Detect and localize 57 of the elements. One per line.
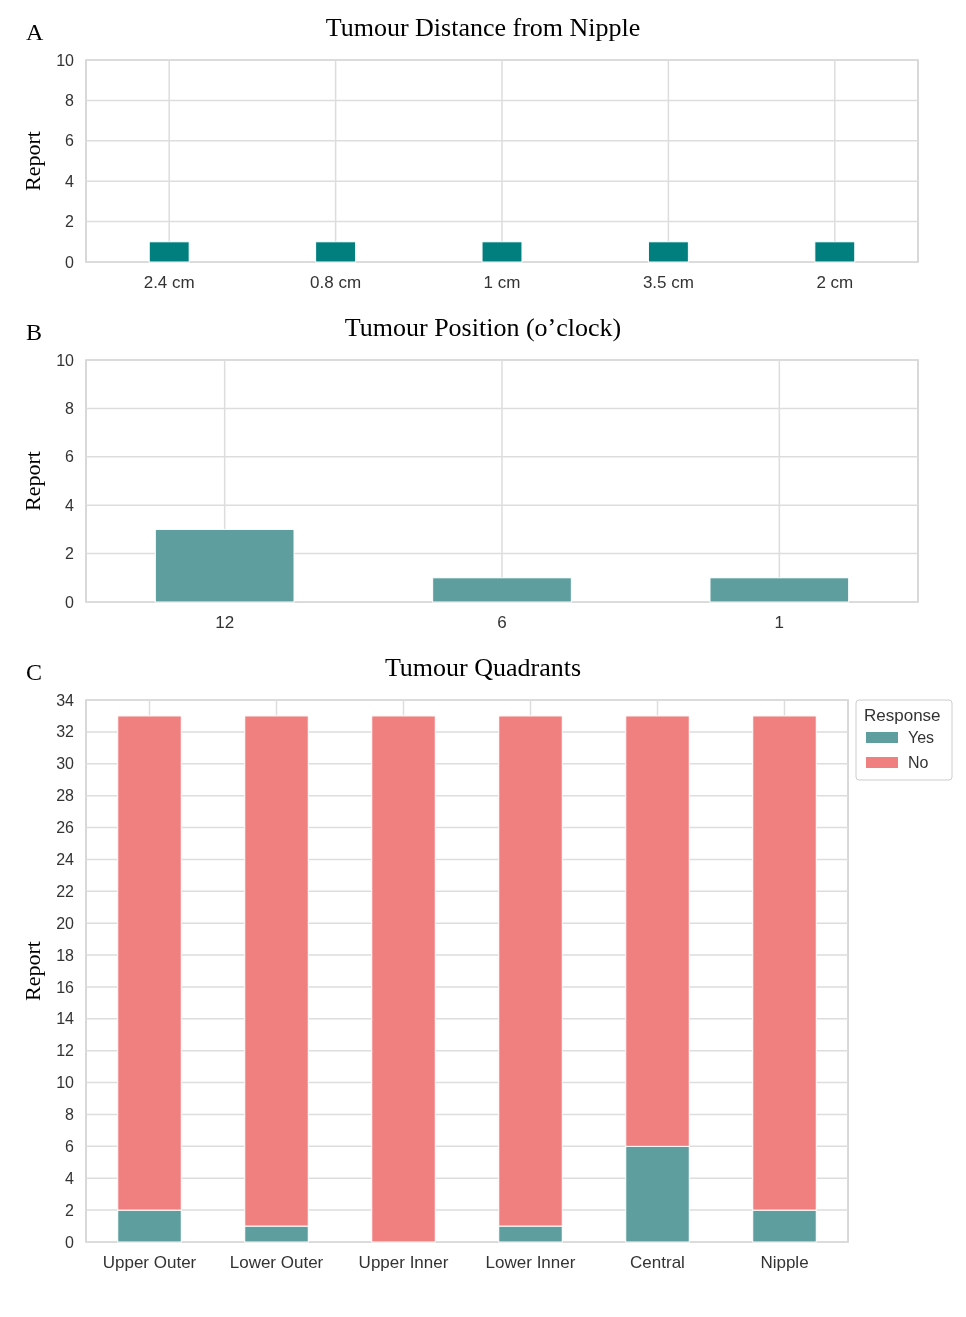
y-tick-label: 34 xyxy=(56,691,75,709)
x-tick-label: 2 cm xyxy=(816,273,854,292)
text: B xyxy=(26,319,43,345)
y-tick-label: 4 xyxy=(65,496,75,514)
y-tick-label: 22 xyxy=(56,882,75,900)
x-tick-label: Upper Inner xyxy=(358,1253,449,1272)
x-tick-label: Central xyxy=(630,1253,685,1272)
y-tick-label: 12 xyxy=(56,1042,75,1060)
y-tick-label: 32 xyxy=(56,723,75,741)
x-tick-label: Lower Outer xyxy=(229,1253,324,1272)
y-tick-label: 6 xyxy=(65,448,75,466)
y-tick-label: 18 xyxy=(56,946,75,964)
legend-title: Response xyxy=(864,706,941,725)
legend-label: Yes xyxy=(908,729,935,746)
x-tick-label: Nipple xyxy=(760,1253,809,1272)
bar xyxy=(371,715,436,1243)
y-tick-label: 0 xyxy=(65,1233,75,1251)
y-tick-label: 8 xyxy=(65,1106,75,1124)
y-tick-label: 0 xyxy=(65,593,75,611)
y-tick-label: 2 xyxy=(65,545,75,563)
y-tick-label: 30 xyxy=(56,755,75,773)
y-tick-label: 8 xyxy=(65,92,75,109)
y-tick-label: 6 xyxy=(65,1137,75,1155)
chart-title: Tumour Position (o’clock) xyxy=(344,313,622,342)
y-axis-title: Report xyxy=(20,131,45,191)
legend-label: No xyxy=(908,754,929,771)
x-tick-label: Lower Inner xyxy=(485,1253,576,1272)
y-tick-label: 2 xyxy=(65,1201,75,1219)
y-tick-label: 16 xyxy=(56,978,75,996)
x-tick-label: 1 xyxy=(774,613,785,632)
x-tick-label: 2.4 cm xyxy=(143,273,195,292)
x-tick-label: 12 xyxy=(215,613,235,632)
x-tick-label: 1 cm xyxy=(483,273,521,292)
y-tick-label: 4 xyxy=(65,172,75,190)
y-tick-label: 20 xyxy=(56,914,75,932)
y-tick-label: 10 xyxy=(56,51,75,69)
y-axis-title: Report xyxy=(20,941,45,1001)
y-tick-label: 2 xyxy=(65,213,75,231)
y-tick-label: 10 xyxy=(56,1074,75,1092)
x-tick-label: 6 xyxy=(497,613,507,632)
y-tick-label: 14 xyxy=(56,1010,75,1028)
y-tick-label: 26 xyxy=(56,819,75,837)
x-tick-label: 0.8 cm xyxy=(310,273,362,292)
y-tick-label: 4 xyxy=(65,1169,75,1187)
chart-title: Tumour Distance from Nipple xyxy=(325,13,641,42)
y-tick-label: 0 xyxy=(65,253,75,271)
chart-title: Tumour Quadrants xyxy=(384,653,582,682)
y-tick-label: 8 xyxy=(65,400,75,417)
y-tick-label: 24 xyxy=(56,851,75,869)
y-tick-label: 28 xyxy=(56,787,75,805)
y-tick-label: 6 xyxy=(65,132,75,150)
text: A xyxy=(26,19,44,45)
y-axis-title: Report xyxy=(20,451,45,511)
x-tick-label: Upper Outer xyxy=(102,1253,197,1272)
text: C xyxy=(26,659,43,685)
x-tick-label: 3.5 cm xyxy=(642,273,694,292)
y-tick-label: 10 xyxy=(56,351,75,369)
